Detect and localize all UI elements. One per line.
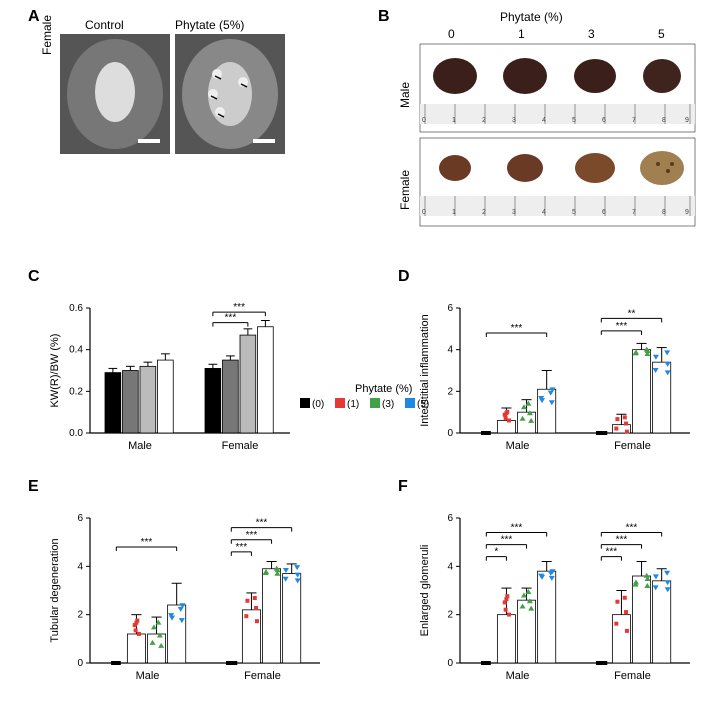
svg-text:***: *** (141, 537, 153, 548)
svg-text:0: 0 (422, 209, 426, 216)
svg-text:5: 5 (572, 117, 576, 124)
svg-text:***: *** (256, 518, 268, 529)
panel-a-col2: Phytate (5%) (175, 18, 244, 32)
svg-text:0.6: 0.6 (69, 303, 83, 314)
svg-text:Phytate (%): Phytate (%) (355, 383, 412, 395)
svg-text:5: 5 (572, 209, 576, 216)
panel-a-label: A (28, 8, 40, 26)
svg-text:***: *** (626, 523, 638, 534)
svg-text:***: *** (233, 302, 245, 313)
svg-text:8: 8 (662, 209, 666, 216)
svg-text:Female: Female (244, 670, 281, 682)
svg-text:0.2: 0.2 (69, 386, 83, 397)
svg-text:2: 2 (482, 209, 486, 216)
panel-b-label: B (378, 8, 390, 26)
svg-text:***: *** (246, 530, 258, 541)
svg-text:0.4: 0.4 (69, 345, 83, 356)
panel-d-label: D (398, 268, 410, 286)
svg-text:(1): (1) (347, 399, 359, 410)
svg-text:0: 0 (422, 117, 426, 124)
svg-text:***: *** (511, 323, 523, 334)
svg-text:7: 7 (632, 117, 636, 124)
svg-text:4: 4 (447, 561, 453, 572)
chart-f: 0246Enlarged glomeruliMaleFemale********… (415, 488, 695, 688)
svg-text:0: 0 (447, 658, 453, 669)
svg-text:Tubular degeneration: Tubular degeneration (49, 538, 61, 642)
svg-text:Male: Male (506, 440, 530, 452)
svg-text:6: 6 (447, 303, 453, 314)
svg-text:Enlarged glomeruli: Enlarged glomeruli (419, 545, 431, 637)
svg-text:2: 2 (447, 386, 453, 397)
panel-a-image-phytate (175, 34, 285, 154)
panel-e-label: E (28, 478, 39, 496)
panel-b-row-male: Male (398, 82, 412, 108)
panel-b-col1: 1 (518, 27, 525, 41)
svg-text:**: ** (628, 308, 636, 319)
svg-text:***: *** (616, 321, 628, 332)
svg-text:1: 1 (452, 209, 456, 216)
svg-text:2: 2 (77, 610, 83, 621)
svg-text:6: 6 (602, 117, 606, 124)
svg-text:***: *** (501, 535, 513, 546)
svg-text:2: 2 (447, 610, 453, 621)
panel-a-image-control (60, 34, 170, 154)
panel-b-photo: 0 1 3 5 0 1 2 3 4 5 6 7 8 9 0 1 2 3 4 5 6 7 8 9 (400, 26, 700, 236)
panel-b-col0: 0 (448, 27, 455, 41)
svg-text:***: *** (616, 535, 628, 546)
svg-text:9: 9 (685, 209, 689, 216)
svg-text:*: * (494, 547, 498, 558)
svg-text:4: 4 (542, 209, 546, 216)
svg-text:***: *** (225, 313, 237, 324)
svg-text:6: 6 (77, 513, 83, 524)
svg-text:***: *** (236, 542, 248, 553)
svg-text:0: 0 (77, 658, 83, 669)
svg-text:4: 4 (447, 345, 453, 356)
panel-b-col3: 5 (658, 27, 665, 41)
chart-d: 0 2 4 6 Interstitial inflammation Male Female *… (415, 278, 695, 458)
svg-text:0: 0 (447, 428, 453, 439)
svg-text:Female: Female (614, 670, 651, 682)
svg-text:3: 3 (512, 209, 516, 216)
chart-e: 0246Tubular degenerationMaleFemale******… (45, 488, 325, 688)
svg-text:(3): (3) (382, 399, 394, 410)
svg-text:3: 3 (512, 117, 516, 124)
svg-text:***: *** (511, 523, 523, 534)
svg-text:Male: Male (136, 670, 160, 682)
chart-c: 0.0 0.2 0.4 0.6 KW(R)/BW (%) Male Female ****** (45, 278, 295, 458)
svg-text:Female: Female (614, 440, 651, 452)
panel-b-title: Phytate (%) (500, 10, 563, 24)
svg-text:2: 2 (482, 117, 486, 124)
svg-text:(0): (0) (312, 399, 324, 410)
panel-b-row-female: Female (398, 170, 412, 210)
svg-text:9: 9 (685, 117, 689, 124)
svg-text:Male: Male (506, 670, 530, 682)
svg-text:***: *** (606, 547, 618, 558)
svg-text:7: 7 (632, 209, 636, 216)
svg-text:Interstitial inflammation: Interstitial inflammation (419, 314, 431, 427)
svg-text:6: 6 (447, 513, 453, 524)
svg-text:8: 8 (662, 117, 666, 124)
panel-f-label: F (398, 478, 408, 496)
svg-text:Male: Male (128, 440, 152, 452)
panel-a-col1: Control (85, 18, 124, 32)
svg-text:KW(R)/BW (%): KW(R)/BW (%) (49, 334, 61, 408)
svg-text:6: 6 (602, 209, 606, 216)
panel-a-rowlabel: Female (40, 15, 54, 55)
panel-b-col2: 3 (588, 27, 595, 41)
svg-text:Female: Female (222, 440, 259, 452)
panel-c-label: C (28, 268, 40, 286)
svg-text:4: 4 (542, 117, 546, 124)
svg-text:0.0: 0.0 (69, 428, 83, 439)
svg-text:1: 1 (452, 117, 456, 124)
svg-text:4: 4 (77, 561, 83, 572)
